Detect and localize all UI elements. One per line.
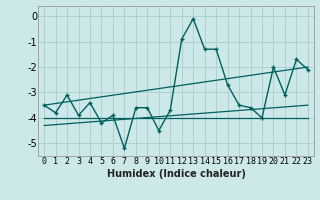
X-axis label: Humidex (Indice chaleur): Humidex (Indice chaleur)	[107, 169, 245, 179]
